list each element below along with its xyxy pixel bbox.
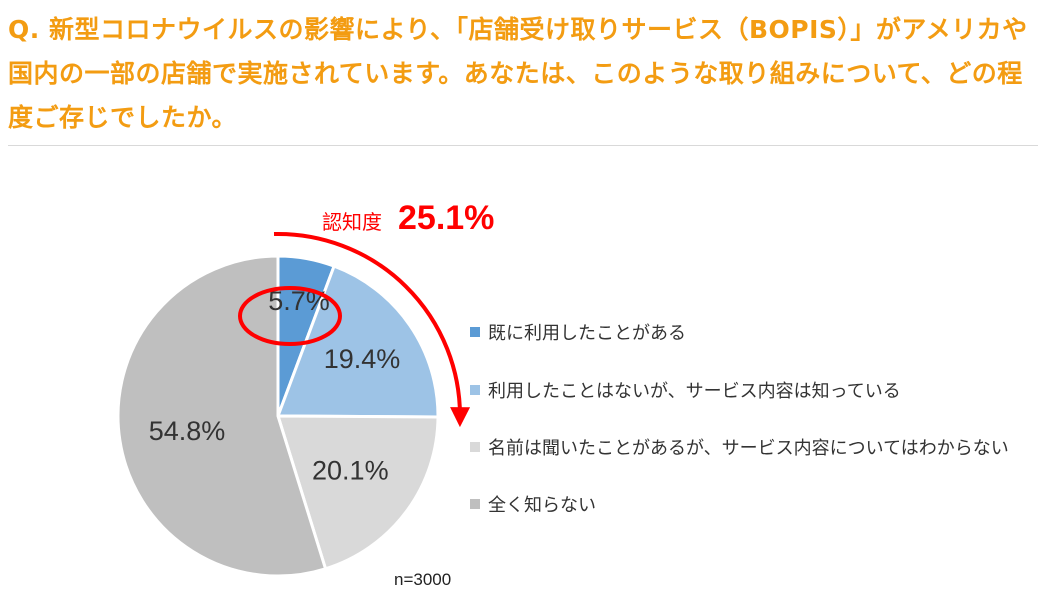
pie-slices xyxy=(116,254,440,578)
slice-know-service xyxy=(275,264,440,419)
legend-swatch xyxy=(470,327,480,337)
slice-label: 54.8% xyxy=(149,416,226,446)
divider xyxy=(8,145,1038,146)
callout-value: 25.1% xyxy=(398,199,494,237)
slice-label: 19.4% xyxy=(324,344,401,374)
callout-label: 認知度 xyxy=(322,210,382,234)
legend-label: 既に利用したことがある xyxy=(488,323,686,344)
highlight-ellipse xyxy=(238,286,342,346)
slice-heard-name xyxy=(275,414,440,571)
legend-swatch xyxy=(470,385,480,395)
slice-labels: 5.7% 19.4% 20.1% 54.8% xyxy=(149,286,401,486)
legend-swatch xyxy=(470,499,480,509)
sample-size: n=3000 xyxy=(394,570,451,589)
slice-label: 20.1% xyxy=(312,456,389,486)
legend-label: 利用したことはないが、サービス内容は知っている xyxy=(488,381,901,402)
slice-label: 5.7% xyxy=(268,286,330,316)
legend-label: 名前は聞いたことがあるが、サービス内容についてはわからない xyxy=(488,438,1009,459)
awareness-arrow xyxy=(273,231,471,428)
legend-swatch xyxy=(470,442,480,452)
legend-label: 全く知らない xyxy=(488,495,596,516)
legend: 既に利用したことがある利用したことはないが、サービス内容は知っている名前は聞いた… xyxy=(470,323,1009,516)
slice-not-aware xyxy=(116,254,328,578)
question-text: Q. 新型コロナウイルスの影響により、「店舗受け取りサービス（BOPIS）」がア… xyxy=(8,15,1028,132)
